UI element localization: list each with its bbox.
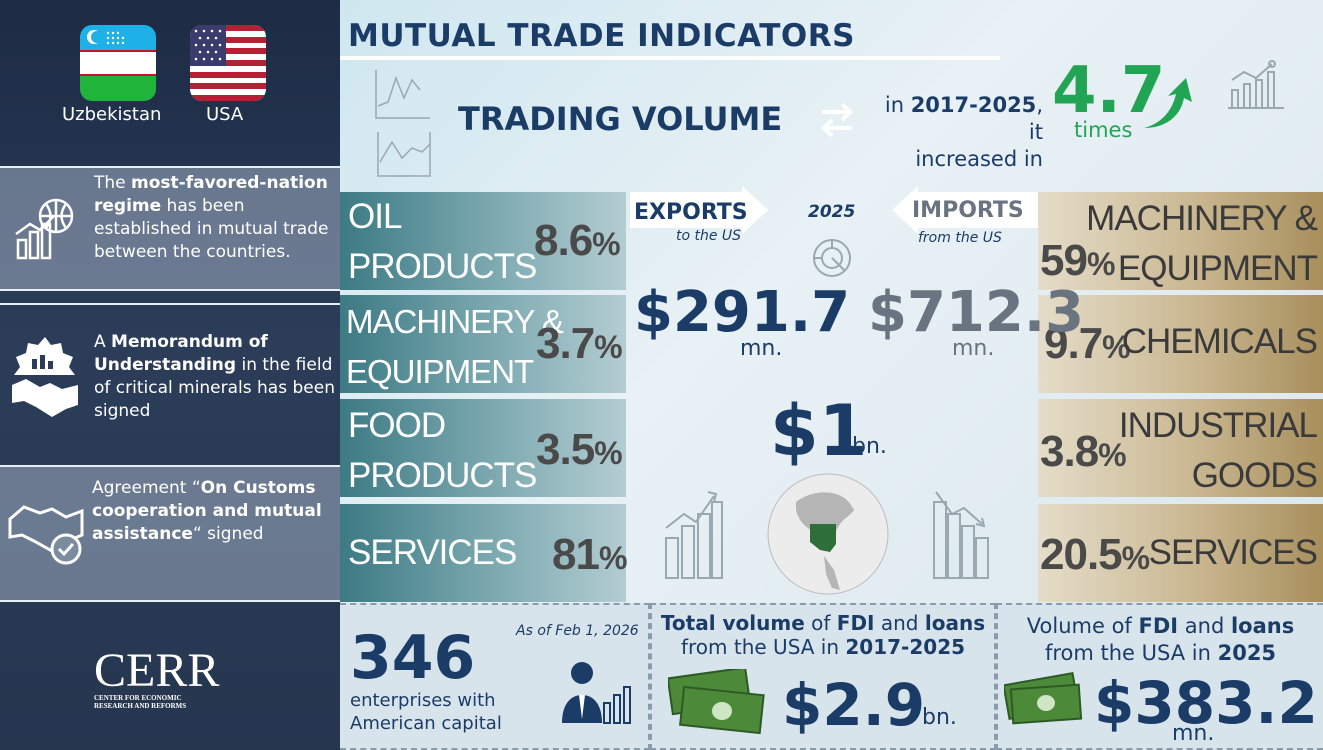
uzbekistan-flag-icon bbox=[80, 25, 156, 101]
import-row-pct: 59% bbox=[1040, 236, 1115, 285]
export-row-food: FOOD PRODUCTS 3.5% bbox=[340, 399, 626, 497]
fdi-2025-heading: Volume of FDI and loans from the USA in … bbox=[1026, 614, 1295, 665]
total-unit: bn. bbox=[852, 434, 887, 459]
bar-chart-down-icon bbox=[933, 491, 989, 579]
globe-chart-icon bbox=[15, 198, 74, 260]
fdi-2025-box: Volume of FDI and loans from the USA in … bbox=[996, 603, 1323, 750]
pie-chart-icon bbox=[813, 239, 851, 277]
money-bills-icon bbox=[668, 669, 765, 735]
trading-volume-heading: TRADING VOLUME bbox=[458, 100, 783, 138]
fdi-total-unit: bn. bbox=[922, 705, 957, 730]
export-row-oil: OIL PRODUCTS 8.6% bbox=[340, 192, 626, 290]
swap-arrows-icon bbox=[821, 102, 853, 138]
export-row-pct: 3.5% bbox=[536, 425, 623, 474]
export-row-label: MACHINERY & EQUIPMENT bbox=[346, 303, 564, 390]
year-label: 2025 bbox=[808, 202, 856, 222]
up-arrow-icon bbox=[1144, 78, 1192, 128]
imports-unit: mn. bbox=[952, 336, 995, 361]
import-row-label: INDUSTRIAL GOODS bbox=[1118, 406, 1318, 495]
exports-sub: to the US bbox=[676, 228, 742, 244]
import-row-pct: 3.8% bbox=[1040, 427, 1127, 476]
fdi-total-heading: Total volume of FDI and loans from the U… bbox=[660, 611, 986, 659]
import-row-pct: 9.7% bbox=[1044, 319, 1131, 368]
import-row-label: MACHINERY & EQUIPMENT bbox=[1086, 199, 1318, 288]
flag-label-uzbekistan: Uzbekistan bbox=[62, 104, 162, 125]
import-row-label: CHEMICALS bbox=[1121, 322, 1318, 361]
exports-arrow-shape bbox=[630, 186, 768, 234]
import-row-chemicals: 9.7% CHEMICALS bbox=[1038, 295, 1323, 393]
as-of-date: As of Feb 1, 2026 bbox=[516, 623, 639, 639]
money-bills-icon bbox=[1004, 672, 1083, 725]
band-text-mou: A Memorandum of Understanding in the fie… bbox=[94, 332, 335, 421]
businessman-chart-icon bbox=[562, 662, 631, 724]
page-title: MUTUAL TRADE INDICATORS bbox=[348, 18, 855, 54]
export-row-services: SERVICES 81% bbox=[340, 504, 627, 602]
export-row-pct: 81% bbox=[552, 530, 627, 579]
imports-arrow-shape bbox=[892, 186, 1038, 234]
growth-times-label: times bbox=[1074, 118, 1133, 142]
enterprises-box: 346 As of Feb 1, 2026 enterprises with Am… bbox=[340, 603, 650, 750]
info-band-mou: A Memorandum of Understanding in the fie… bbox=[0, 303, 340, 453]
title-underline bbox=[340, 56, 1000, 60]
bar-chart-up-icon bbox=[665, 491, 723, 579]
info-band-mfn: The most-favored-nation regime has been … bbox=[0, 166, 340, 291]
band-text-customs: Agreement “On Customs cooperation and mu… bbox=[92, 478, 322, 544]
imports-value: $712.3 bbox=[868, 280, 1085, 345]
gear-handshake-icon bbox=[12, 337, 78, 417]
import-row-label: SERVICES bbox=[1148, 533, 1318, 572]
cerr-logo: CERR CENTER FOR ECONOMIC RESEARCH AND RE… bbox=[94, 644, 220, 711]
enterprises-text: enterprises with American capital bbox=[350, 690, 502, 734]
export-row-label: FOOD PRODUCTS bbox=[348, 406, 537, 495]
fdi-2025-value: $383.2 bbox=[1094, 669, 1318, 737]
import-row-services: 20.5% SERVICES bbox=[1038, 504, 1323, 602]
growth-multiplier: 4.7 bbox=[1052, 54, 1166, 128]
bar-trend-icon bbox=[1228, 60, 1284, 109]
info-band-customs: Agreement “On Customs cooperation and mu… bbox=[0, 465, 340, 602]
divider bbox=[0, 303, 340, 305]
fdi-2025-unit: mn. bbox=[1172, 721, 1215, 746]
import-row-pct: 20.5% bbox=[1040, 530, 1150, 579]
flag-label-usa: USA bbox=[206, 104, 244, 125]
export-row-pct: 3.7% bbox=[536, 319, 623, 368]
exports-unit: mn. bbox=[740, 336, 783, 361]
total-value: $1 bbox=[770, 390, 868, 472]
exports-label: EXPORTS bbox=[634, 200, 748, 225]
exports-value: $291.7 bbox=[634, 280, 851, 345]
export-row-label: SERVICES bbox=[348, 533, 517, 572]
line-chart-icon bbox=[375, 70, 431, 177]
enterprises-count: 346 bbox=[350, 623, 476, 693]
imports-sub: from the US bbox=[918, 230, 1002, 246]
fdi-total-value: $2.9 bbox=[782, 671, 926, 739]
export-row-pct: 8.6% bbox=[534, 216, 621, 265]
globe-america-icon bbox=[767, 473, 889, 595]
fdi-total-box: Total volume of FDI and loans from the U… bbox=[650, 603, 996, 750]
band-text-mfn: The most-favored-nation regime has been … bbox=[94, 173, 329, 262]
export-row-label: OIL PRODUCTS bbox=[348, 197, 537, 286]
import-row-machinery: 59% MACHINERY & EQUIPMENT bbox=[1038, 192, 1323, 290]
left-panel: Uzbekistan USA The most-favored-nation r… bbox=[0, 0, 340, 750]
trading-volume-text: in 2017-2025, it increased in bbox=[884, 93, 1043, 171]
imports-label: IMPORTS bbox=[912, 198, 1024, 223]
handshake-check-icon bbox=[8, 505, 84, 565]
main-panel: MUTUAL TRADE INDICATORS TRADING VOLUME i… bbox=[340, 0, 1323, 750]
export-row-machinery: MACHINERY & EQUIPMENT 3.7% bbox=[340, 295, 626, 393]
import-row-industrial: 3.8% INDUSTRIAL GOODS bbox=[1038, 399, 1323, 497]
usa-flag-icon bbox=[190, 25, 266, 101]
